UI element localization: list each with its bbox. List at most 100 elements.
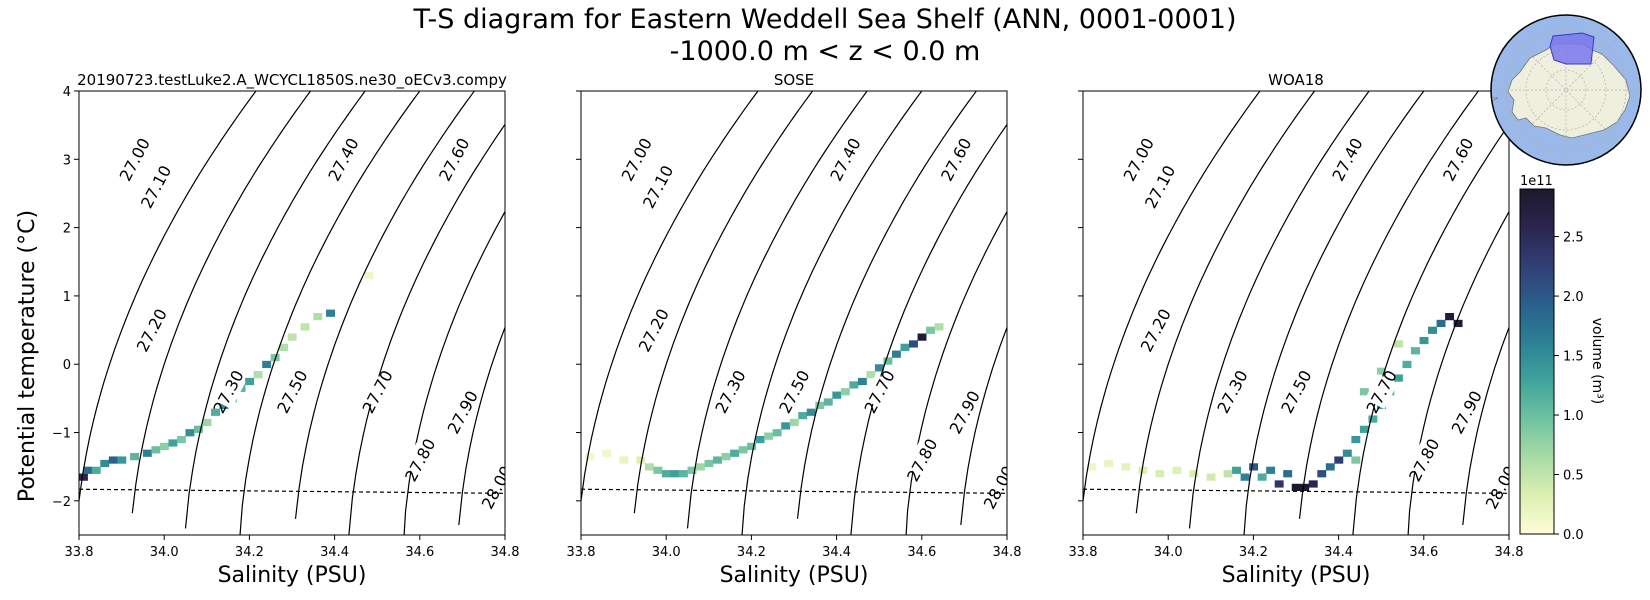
volume-cell (176, 435, 186, 444)
x-tick-label: 34.2 (235, 545, 264, 560)
volume-cell (1249, 463, 1259, 471)
colorbar-tick-label: 2.5 (1563, 231, 1584, 246)
x-tick-label: 33.8 (65, 545, 94, 560)
volume-cell (117, 456, 127, 464)
panel-title: WOA18 (1268, 71, 1324, 89)
density-contour (796, 91, 978, 519)
volume-cell (245, 377, 255, 386)
contour-label-bg (437, 141, 471, 177)
y-tick-label: 1 (63, 290, 71, 305)
colorbar-tick-label: 2.0 (1563, 290, 1584, 305)
colorbar: 1e11 0.0 0.5 1.0 1.5 2.0 2.5 volume (m³) (1519, 174, 1605, 543)
contour-label-bg (713, 374, 747, 410)
volume-cell (364, 272, 374, 280)
volume-cell (696, 463, 705, 471)
x-tick-label: 34.0 (150, 545, 179, 560)
volume-cell (159, 442, 169, 451)
x-tick-label: 34.4 (1324, 545, 1353, 560)
x-tick-label: 34.4 (320, 545, 349, 560)
volume-cell (1436, 319, 1446, 328)
volume-cell (219, 401, 229, 410)
volume-cell (832, 391, 842, 399)
volume-cell (253, 371, 263, 379)
volume-cell (678, 470, 688, 478)
y-tick-label: 3 (63, 153, 71, 168)
volume-cell (151, 446, 161, 454)
contour-label-bg (620, 141, 653, 177)
volume-cell (687, 466, 697, 474)
freezing-line (581, 488, 1007, 494)
contour-label-bg (637, 312, 670, 348)
contour-label: 27.90 (1448, 388, 1486, 437)
contour-label: 27.00 (1120, 135, 1158, 184)
volume-cell (83, 466, 93, 474)
volume-cell (1325, 463, 1335, 471)
contour-label: 27.40 (826, 135, 864, 184)
volume-cell (100, 459, 110, 468)
density-contour (131, 91, 312, 514)
volume-cell (1393, 374, 1403, 382)
density-contour (741, 91, 923, 535)
contour-label: 27.10 (639, 162, 677, 211)
contour-label-bg (777, 374, 811, 410)
volume-cell (1232, 466, 1242, 474)
contour-label: 27.20 (133, 306, 171, 355)
x-tick-label: 34.2 (737, 545, 766, 560)
volume-cell (1266, 466, 1276, 474)
volume-cell (781, 422, 791, 430)
density-contour (184, 91, 366, 529)
contour-label: 27.80 (1405, 435, 1443, 484)
contour-label-bg (1441, 141, 1475, 177)
volume-cell (917, 333, 927, 341)
contour-label-bg (446, 394, 479, 430)
plot-frame (580, 90, 1008, 536)
volume-cell (755, 435, 765, 444)
volume-cell (287, 333, 297, 341)
density-contour (1462, 327, 1509, 526)
volume-cell (661, 470, 671, 478)
volume-cell (849, 381, 859, 389)
volume-cell (168, 439, 178, 447)
y-tick-label: −1 (52, 427, 71, 442)
colorbar-tick-label: 0.5 (1563, 469, 1584, 484)
density-contour (1083, 91, 1261, 501)
density-contour (1298, 91, 1480, 519)
volume-cell (653, 466, 663, 474)
density-contour (905, 211, 1007, 535)
volume-cell (1283, 470, 1293, 478)
density-contour (403, 211, 505, 535)
volume-cell (1411, 347, 1420, 355)
contour-label: 27.50 (273, 367, 311, 416)
volume-cell (1368, 415, 1378, 423)
contour-label: 28.00 (980, 463, 1018, 512)
x-axis-label: Salinity (PSU) (1222, 563, 1371, 588)
volume-cell (1359, 388, 1369, 396)
volume-cell (1155, 470, 1165, 478)
contour-label-bg (1215, 374, 1249, 410)
volume-cell (1300, 483, 1310, 491)
volume-cell (772, 429, 782, 437)
contour-label: 27.60 (435, 135, 473, 184)
density-contour (294, 91, 476, 519)
contour-label-bg (1364, 374, 1398, 410)
volume-cell (194, 425, 203, 433)
contour-label-bg (1143, 169, 1176, 205)
contour-label: 27.90 (444, 388, 482, 437)
contour-label: 27.80 (401, 435, 439, 484)
volume-cell (185, 429, 195, 437)
colorbar-tick-label: 1.5 (1563, 350, 1584, 365)
freezing-line (1083, 488, 1509, 494)
x-tick-label: 34.6 (907, 545, 936, 560)
contour-label-bg (1407, 442, 1441, 478)
volume-cell (1453, 319, 1463, 328)
volume-cell (721, 453, 731, 461)
contour-label: 27.40 (1328, 135, 1366, 184)
contour-label-bg (828, 141, 862, 177)
volume-cell (934, 323, 944, 331)
inset-map (1490, 14, 1642, 166)
volume-cell (130, 453, 140, 461)
volume-cell (202, 418, 212, 427)
contour-label-bg (135, 312, 168, 348)
volume-cell (211, 408, 220, 416)
